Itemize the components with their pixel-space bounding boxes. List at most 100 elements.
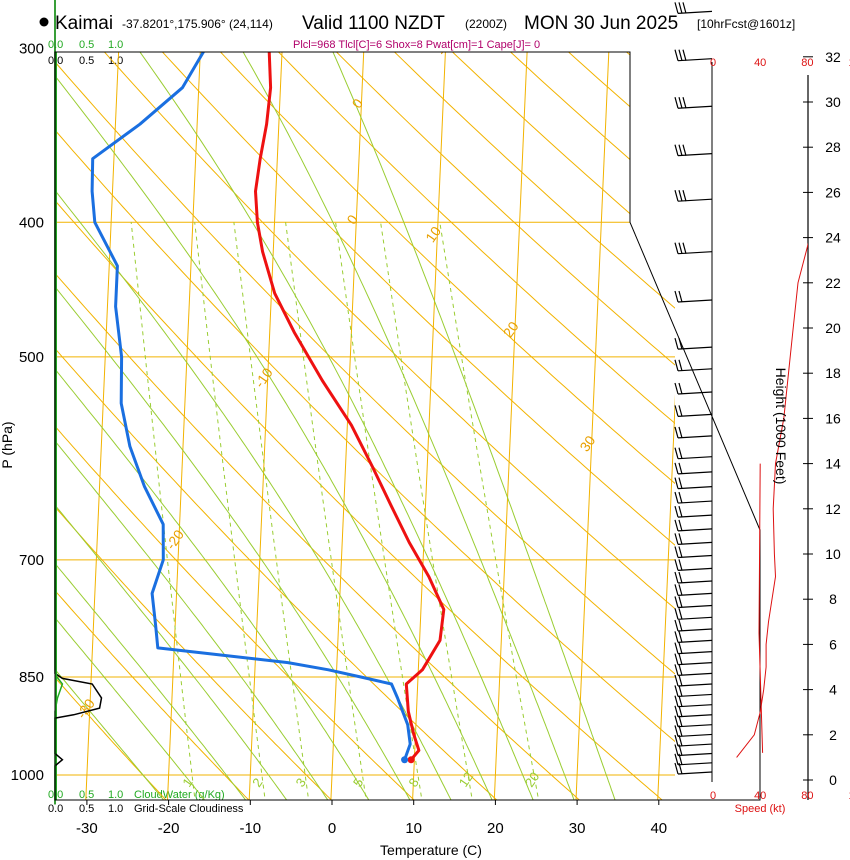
isotherm-line (575, 52, 615, 800)
isotherm-line (493, 52, 533, 800)
wind-barb (674, 674, 713, 687)
wind-barb (674, 695, 713, 708)
speed-tick-label: 80 (801, 790, 813, 802)
wind-barb (674, 519, 713, 532)
wind-barb (674, 447, 713, 460)
mixing-ratio-label: 20 (522, 769, 543, 789)
surface-temp-marker (407, 756, 415, 764)
isotherm-line (657, 52, 675, 800)
wind-barb (674, 405, 713, 417)
height-tick-label: 8 (829, 591, 837, 607)
moist-adiabat-line (55, 52, 413, 800)
wind-barb (674, 608, 713, 620)
dry-adiabat-line (555, 52, 675, 800)
dry-adiabat-line (55, 52, 668, 800)
speed-tick-label: 40 (754, 790, 766, 802)
height-tick-label: 18 (825, 365, 841, 381)
sounding-params: Plcl=968 Tlcl[C]=6 Shox=8 Pwat[cm]=1 Cap… (293, 39, 540, 51)
dry-adiabat-line (55, 52, 171, 800)
height-tick-label: 32 (825, 49, 841, 65)
temp-tick-label: -30 (76, 820, 98, 837)
height-tick-label: 16 (825, 410, 841, 426)
wind-barb (674, 491, 713, 504)
moist-adiabat-line (55, 52, 495, 800)
moist-adiabat-line (55, 52, 168, 800)
moist-adiabat-line (55, 52, 250, 800)
bot-scale-green-2: 1.0 (108, 789, 123, 801)
bot-scale-black-2: 1.0 (108, 803, 123, 815)
temp-tick-label: 30 (569, 820, 586, 837)
dry-adiabat-line (335, 52, 675, 800)
utc-time: (2200Z) (465, 17, 507, 31)
mixing-ratio-line (130, 222, 196, 800)
wind-barb (674, 753, 713, 766)
wind-barb (674, 477, 713, 490)
speed-tick-label: 12 (848, 57, 850, 69)
station-location: -37.8201°,175.906° (24,114) (122, 17, 273, 31)
pressure-tick-label: 300 (19, 41, 44, 58)
height-tick-label: 30 (825, 94, 841, 110)
valid-time: Valid 1100 NZDT (302, 13, 445, 34)
cloudwater-legend: CloudWater (g/Kg) (134, 789, 225, 801)
top-scale-black-1: 0.5 (79, 55, 94, 67)
dry-adiabat-line (225, 52, 675, 800)
isotherm-line (166, 52, 206, 800)
speed-axis-label: Speed (kt) (735, 803, 786, 815)
height-axis-label: Height (1000 Feet) (773, 368, 789, 485)
isotherm-label: 20 (500, 318, 522, 340)
forecast-date: MON 30 Jun 2025 (524, 13, 678, 34)
dry-adiabat-line (55, 52, 337, 800)
temperature-profile (245, 52, 446, 761)
moist-adiabat-line (55, 52, 209, 800)
station-marker-icon (39, 17, 49, 27)
dry-adiabat-line (55, 52, 502, 800)
mixing-ratio-line (194, 222, 267, 800)
moist-adiabat-line (173, 52, 577, 800)
wind-barb (674, 734, 713, 747)
wind-barb (674, 190, 713, 202)
pressure-tick-label: 500 (19, 349, 44, 366)
temp-tick-label: 40 (650, 820, 667, 837)
isotherm-line (411, 52, 451, 800)
dry-adiabat-line (55, 52, 675, 800)
mixing-ratio-line (439, 222, 540, 800)
moist-adiabat-line (55, 52, 373, 800)
temp-tick-label: -10 (239, 820, 261, 837)
wind-barb (674, 144, 713, 157)
x-axis-label: Temperature (C) (380, 842, 482, 858)
surface-dewpoint-marker (401, 756, 409, 764)
isotherm-label: 30 (576, 432, 598, 454)
dry-adiabat-line (55, 52, 675, 800)
speed-tick-label: 0 (710, 790, 716, 802)
pressure-tick-label: 700 (19, 552, 44, 569)
pressure-tick-label: 850 (19, 669, 44, 686)
bottom-legend: 0.0 0.5 1.0 CloudWater (g/Kg) 0.0 0.5 1.… (48, 789, 244, 815)
station-name: Kaimai (55, 13, 113, 34)
wind-speed-profile-secondary (758, 463, 764, 753)
isotherm-label: 0 (348, 95, 366, 111)
wind-barb (674, 571, 713, 584)
wind-barb (674, 49, 713, 62)
dry-adiabat-line (55, 52, 585, 800)
height-tick-label: 22 (825, 275, 841, 291)
wind-barb (674, 559, 713, 571)
mixing-ratio-label: 12 (456, 769, 477, 789)
height-tick-label: 14 (825, 456, 841, 472)
pressure-tick-label: 1000 (11, 767, 44, 784)
wind-barb (674, 596, 713, 609)
mixing-ratio-line (285, 222, 368, 800)
height-tick-label: 2 (829, 727, 837, 743)
height-tick-label: 12 (825, 501, 841, 517)
wind-barb (674, 619, 713, 632)
top-scales: 0.0 0.5 1.0 0.0 0.5 1.0 (48, 39, 123, 67)
y-axis-label: P (hPa) (0, 421, 15, 468)
top-scale-green-2: 1.0 (108, 39, 123, 51)
wind-barb (674, 631, 713, 643)
dry-adiabat-line (55, 52, 675, 800)
height-tick-label: 28 (825, 139, 841, 155)
wind-barb (674, 505, 713, 518)
moist-adiabat-line (280, 52, 618, 800)
bot-scale-green-1: 0.5 (79, 789, 94, 801)
wind-speed-profile (736, 242, 808, 758)
